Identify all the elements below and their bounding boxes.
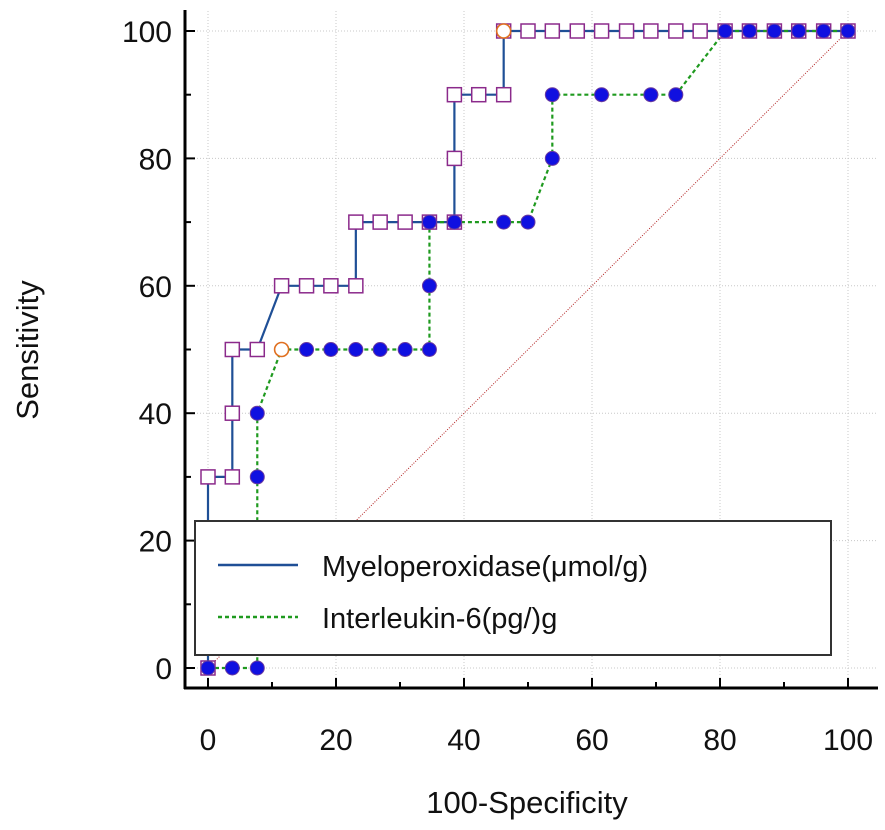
x-axis-title: 100-Specificity bbox=[426, 785, 628, 820]
series-1-point bbox=[421, 342, 437, 357]
highlight-point-0 bbox=[273, 341, 290, 358]
series-0-point bbox=[200, 469, 216, 485]
series-1-point bbox=[544, 150, 560, 166]
series-1-point bbox=[421, 214, 437, 230]
series-1-point bbox=[741, 23, 757, 39]
series-0-point bbox=[323, 278, 339, 294]
y-tick-label-1: 20 bbox=[139, 526, 172, 559]
tick-labels: 0 20 40 60 80 100 0 20 40 60 80 100 bbox=[122, 16, 873, 757]
series-1-point bbox=[791, 23, 807, 39]
series-0-point bbox=[348, 278, 364, 294]
series-1-point bbox=[668, 87, 684, 103]
x-tick-label-1: 20 bbox=[319, 724, 352, 757]
series-0-point bbox=[692, 23, 708, 39]
series-1-point bbox=[520, 214, 536, 230]
series-0-point bbox=[298, 278, 315, 294]
series-1-point bbox=[594, 87, 610, 103]
series-0-point bbox=[618, 23, 635, 39]
series-1-point bbox=[249, 660, 265, 676]
legend-box bbox=[194, 520, 832, 656]
legend-label-interleukin6: Interleukin-6(pg/)g bbox=[322, 603, 557, 635]
y-tick-label-4: 80 bbox=[139, 143, 172, 176]
series-0-point bbox=[643, 23, 659, 39]
highlight-point-1 bbox=[495, 23, 512, 39]
series-0-point bbox=[224, 405, 241, 421]
x-tick-label-3: 60 bbox=[575, 724, 608, 757]
series-1-point bbox=[717, 23, 733, 39]
series-1-point bbox=[372, 342, 388, 357]
x-tick-label-0: 0 bbox=[200, 724, 217, 757]
series-1-point bbox=[446, 214, 462, 230]
series-0-point bbox=[224, 469, 241, 485]
series-1-point bbox=[323, 342, 339, 357]
series-0-point bbox=[470, 86, 487, 103]
series-1-point bbox=[397, 342, 413, 357]
series-1-point bbox=[200, 660, 216, 676]
y-tick-label-0: 0 bbox=[155, 653, 172, 686]
series-0-point bbox=[249, 341, 266, 358]
series-0-point bbox=[224, 341, 241, 358]
series-0-point bbox=[593, 23, 610, 39]
series-1-point bbox=[840, 23, 856, 39]
series-1-point bbox=[643, 87, 659, 103]
series-0-point bbox=[446, 86, 463, 103]
series-1-point bbox=[249, 405, 265, 421]
legend: Myeloperoxidase(μmol/g) Interleukin-6(pg… bbox=[194, 520, 832, 656]
series-0-point bbox=[273, 278, 290, 294]
series-0-point bbox=[348, 214, 364, 230]
y-tick-label-5: 100 bbox=[122, 16, 172, 49]
series-0-point bbox=[544, 23, 561, 39]
series-1-point bbox=[766, 23, 782, 39]
series-1-point bbox=[348, 342, 364, 357]
series-1-point bbox=[496, 214, 512, 230]
y-axis-title: Sensitivity bbox=[10, 280, 45, 420]
series-0-point bbox=[520, 23, 536, 39]
series-1-point bbox=[224, 660, 240, 676]
x-tick-label-4: 80 bbox=[703, 724, 736, 757]
series-1-point bbox=[299, 342, 315, 357]
series-1-point bbox=[421, 278, 437, 294]
series-0-point bbox=[397, 214, 413, 230]
series-1-point bbox=[249, 469, 265, 485]
series-0-point bbox=[668, 23, 684, 39]
legend-label-myeloperoxidase: Myeloperoxidase(μmol/g) bbox=[322, 551, 648, 583]
series-1-point bbox=[544, 87, 560, 103]
y-tick-label-2: 40 bbox=[139, 398, 172, 431]
x-tick-label-5: 100 bbox=[823, 724, 873, 757]
axes bbox=[183, 10, 878, 690]
series-0-point bbox=[495, 86, 512, 103]
x-tick-label-2: 40 bbox=[447, 724, 480, 757]
y-tick-label-3: 60 bbox=[139, 271, 172, 304]
series-0-point bbox=[569, 23, 586, 39]
series-0-point bbox=[446, 150, 463, 167]
series-0-point bbox=[372, 214, 388, 230]
series-1-point bbox=[816, 23, 832, 39]
